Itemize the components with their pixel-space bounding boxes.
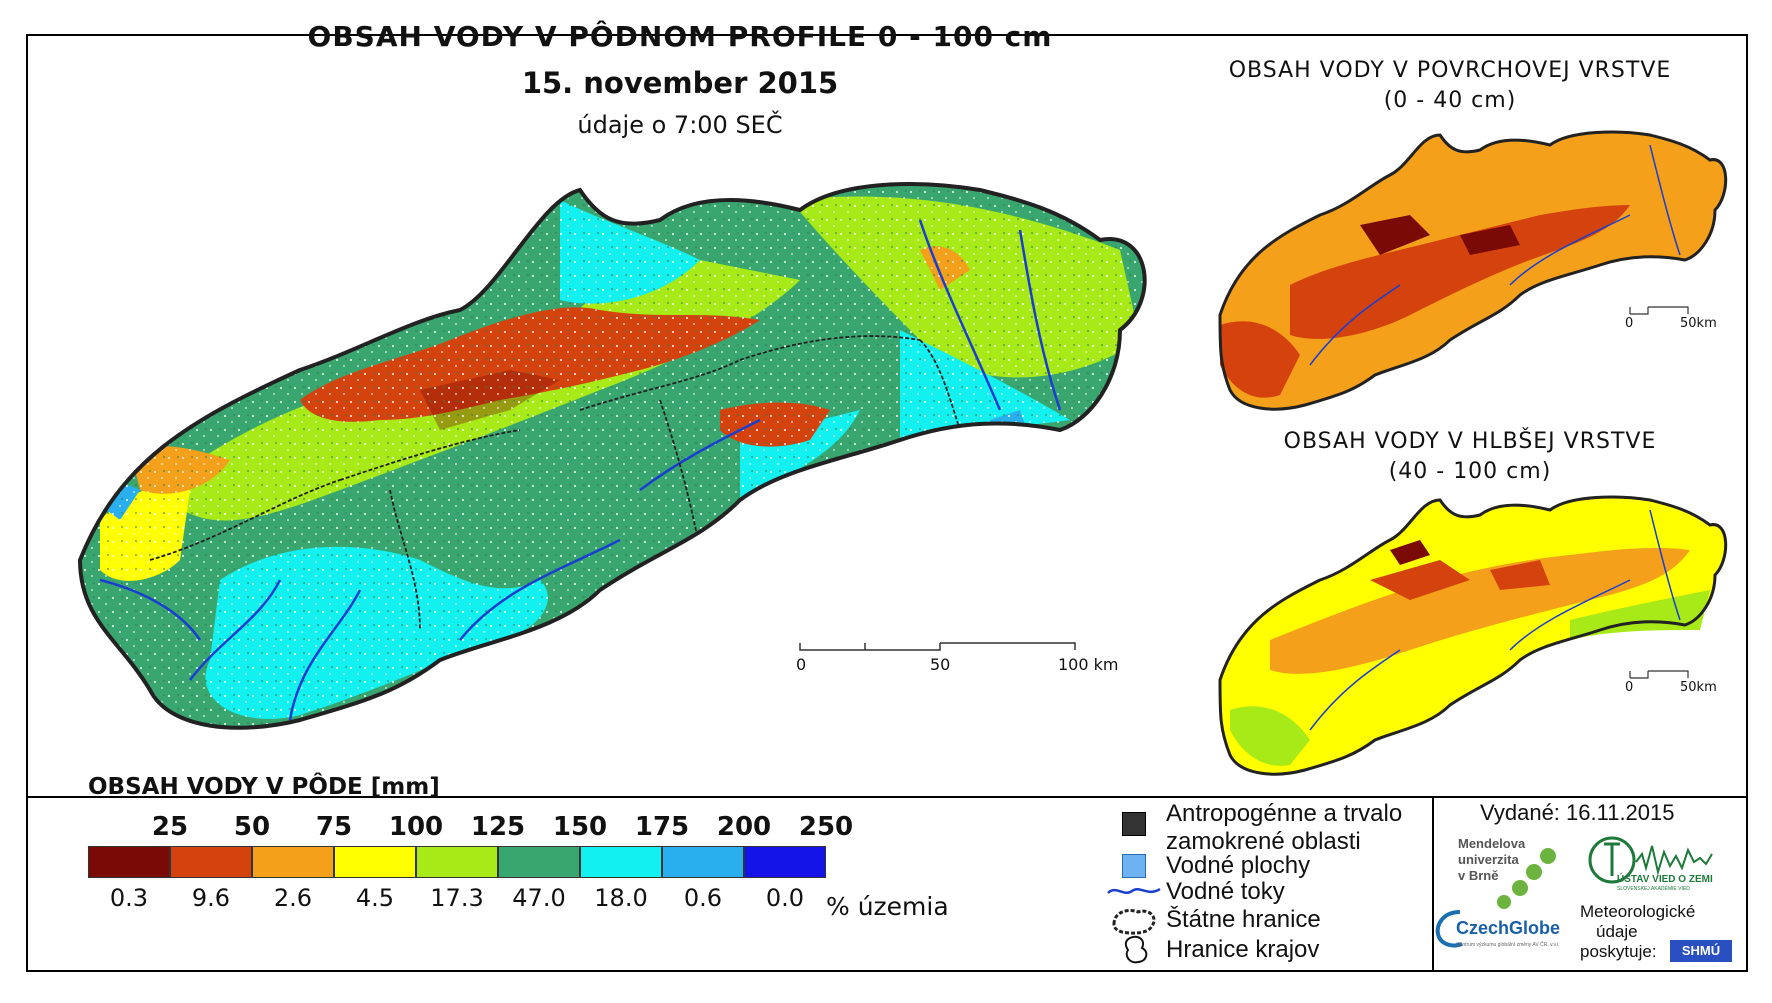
main-scale-bar: [799, 642, 1076, 651]
mendel-university-logo: Mendelova univerzita v Brně: [1458, 836, 1525, 884]
legend-swatch: [416, 846, 498, 878]
met-note-line1: Meteorologické: [1580, 902, 1696, 921]
legend-break-label: 150: [552, 812, 608, 842]
legend-percent-label: 2.6: [273, 884, 313, 912]
met-note-line2: údaje: [1596, 922, 1638, 941]
legend-swatch: [88, 846, 170, 878]
inset-top-title-line2: (0 - 40 cm): [1383, 88, 1517, 113]
legend-percent-label: 4.5: [355, 884, 395, 912]
legend-break-label: 25: [151, 812, 189, 842]
czechglobe-arc-icon: [1435, 910, 1463, 948]
inset-top-scale-bar: [1629, 306, 1689, 315]
legend-break-label: 200: [716, 812, 772, 842]
inset-surface-layer-map: [1218, 130, 1728, 411]
key-anthropogenic-line2: zamokrené oblasti: [1166, 828, 1361, 855]
legend-swatch: [498, 846, 580, 878]
legend-break-label: 125: [470, 812, 526, 842]
water-bodies-swatch: [1122, 854, 1146, 878]
key-anthropogenic-line1: Antropogénne a trvalo: [1166, 800, 1403, 827]
met-data-note: Meteorologické údaje poskytuje:: [1580, 902, 1695, 962]
map-time-note: údaje o 7:00 SEČ: [577, 111, 783, 139]
legend-percent-label: 18.0: [594, 884, 648, 912]
legend-divider: [28, 796, 1746, 798]
inset-top-scale-50: 50km: [1680, 316, 1717, 331]
legend-title: OBSAH VODY V PÔDE [mm]: [88, 774, 440, 800]
key-region-border: Hranice krajov: [1166, 936, 1320, 963]
legend-swatch: [580, 846, 662, 878]
legend-percent-label: 47.0: [512, 884, 566, 912]
scale-label-0: 0: [796, 655, 807, 674]
state-border-icon: [1112, 909, 1156, 935]
rivers-icon: [1107, 887, 1161, 894]
legend-percent-label: 9.6: [191, 884, 231, 912]
shmu-logo: SHMÚ: [1670, 940, 1732, 962]
issued-date: Vydané: 16.11.2015: [1480, 800, 1675, 825]
mendel-dots-icon: [1497, 848, 1556, 909]
legend-percent-label: 0.6: [683, 884, 723, 912]
inset-bottom-scale-bar: [1629, 670, 1689, 679]
earth-sciences-institute-name: ÚSTAV VIED O ZEMI: [1617, 874, 1713, 885]
legend-break-label: 100: [388, 812, 444, 842]
scale-label-100: 100 km: [1058, 655, 1119, 674]
legend-swatch: [744, 846, 826, 878]
main-soil-water-map: [77, 182, 1147, 730]
legend-swatch: [170, 846, 252, 878]
map-title: OBSAH VODY V PÔDNOM PROFILE 0 - 100 cm: [307, 20, 1053, 53]
region-border-icon: [1124, 935, 1148, 964]
anthropogenic-swatch: [1122, 812, 1146, 836]
inset-bottom-scale-0: 0: [1625, 680, 1634, 695]
legend-break-label: 175: [634, 812, 690, 842]
shmu-logo-text: SHMÚ: [1681, 943, 1721, 958]
scale-label-50: 50: [930, 655, 951, 674]
legend-percent-label: 0.0: [765, 884, 805, 912]
key-state-border: Štátne hranice: [1166, 906, 1321, 933]
legend-percent-label: 0.3: [109, 884, 149, 912]
legend-swatch: [334, 846, 416, 878]
earth-sciences-institute-logo: [1588, 836, 1713, 884]
key-water-bodies: Vodné plochy: [1166, 852, 1311, 879]
inset-bottom-scale-50: 50km: [1680, 680, 1717, 695]
inset-bottom-title-line1: OBSAH VODY V HLBŠEJ VRSTVE: [1283, 429, 1657, 454]
met-note-line3: poskytuje:: [1580, 942, 1657, 961]
key-rivers: Vodné toky: [1166, 878, 1285, 905]
mendel-name-line1: Mendelova: [1458, 836, 1526, 851]
key-anthropogenic: Antropogénne a trvalo zamokrené oblasti: [1166, 800, 1402, 856]
map-date: 15. november 2015: [521, 66, 839, 100]
inset-top-scale-0: 0: [1625, 316, 1634, 331]
legend-swatch: [252, 846, 334, 878]
credits-divider: [1432, 796, 1434, 972]
inset-bottom-title: OBSAH VODY V HLBŠEJ VRSTVE (40 - 100 cm): [1220, 427, 1720, 487]
earth-sciences-institute-sub: SLOVENSKEJ AKADÉMIE VIED: [1617, 886, 1690, 892]
legend-break-label: 75: [315, 812, 353, 842]
inset-top-title-line1: OBSAH VODY V POVRCHOVEJ VRSTVE: [1228, 58, 1672, 83]
mendel-name-line3: v Brně: [1458, 868, 1499, 883]
mendel-name-line2: univerzita: [1458, 852, 1519, 867]
legend-swatch: [662, 846, 744, 878]
inset-top-title: OBSAH VODY V POVRCHOVEJ VRSTVE (0 - 40 c…: [1200, 56, 1700, 116]
legend-percent-label: 17.3: [430, 884, 484, 912]
legend-unit: % územia: [826, 892, 949, 921]
legend-break-label: 250: [798, 812, 854, 842]
czechglobe-logo: CzechGlobe: [1456, 918, 1561, 938]
legend-break-label: 50: [233, 812, 271, 842]
inset-bottom-title-line2: (40 - 100 cm): [1388, 459, 1552, 484]
inset-deep-layer-map: [1218, 495, 1728, 776]
czechglobe-subtitle: Centrum výzkumu globální změny AV ČR, v.…: [1456, 942, 1560, 948]
